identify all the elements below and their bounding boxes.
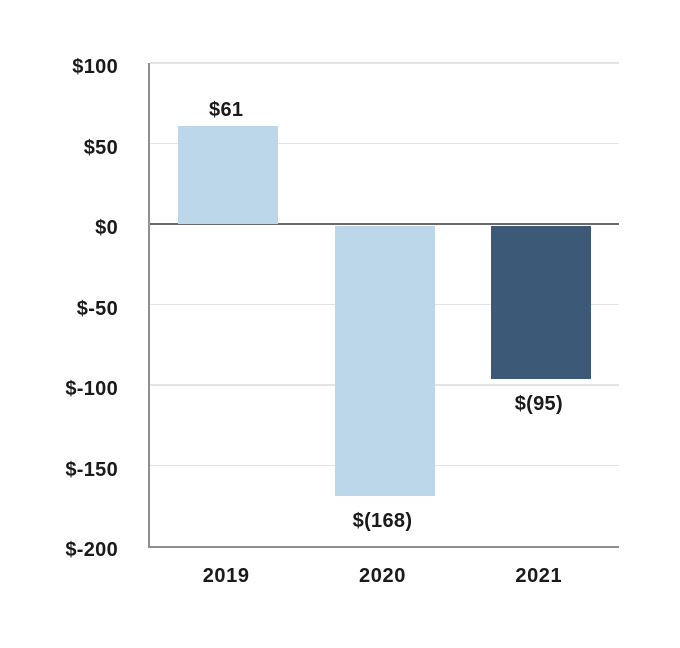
- gridline: [150, 142, 619, 145]
- y-axis-tick-label: $-50: [76, 297, 118, 320]
- y-axis-tick-label: $50: [83, 136, 118, 159]
- bar-value-label-2021: $(95): [514, 392, 563, 415]
- x-axis-category-label-2020: 2020: [359, 565, 406, 587]
- bar-2021: [490, 226, 591, 379]
- bar-value-label-2020: $(168): [352, 510, 413, 533]
- bar-2020: [334, 226, 435, 497]
- y-axis-tick-label: $-200: [65, 539, 118, 561]
- x-axis-category-label-2021: 2021: [515, 565, 563, 587]
- y-axis-tick-label: $0: [95, 217, 118, 239]
- y-axis-tick-label: $-100: [65, 378, 118, 400]
- y-axis-tick-label: $100: [72, 56, 118, 78]
- y-axis-tick-label: $-150: [65, 458, 118, 481]
- x-axis-category-label-2019: 2019: [202, 565, 250, 587]
- plot-area: [148, 62, 619, 548]
- gridline: [150, 62, 619, 64]
- bar-2019: [178, 125, 279, 224]
- bar-value-label-2019: $61: [209, 98, 244, 121]
- zero-axis-line: [150, 223, 619, 225]
